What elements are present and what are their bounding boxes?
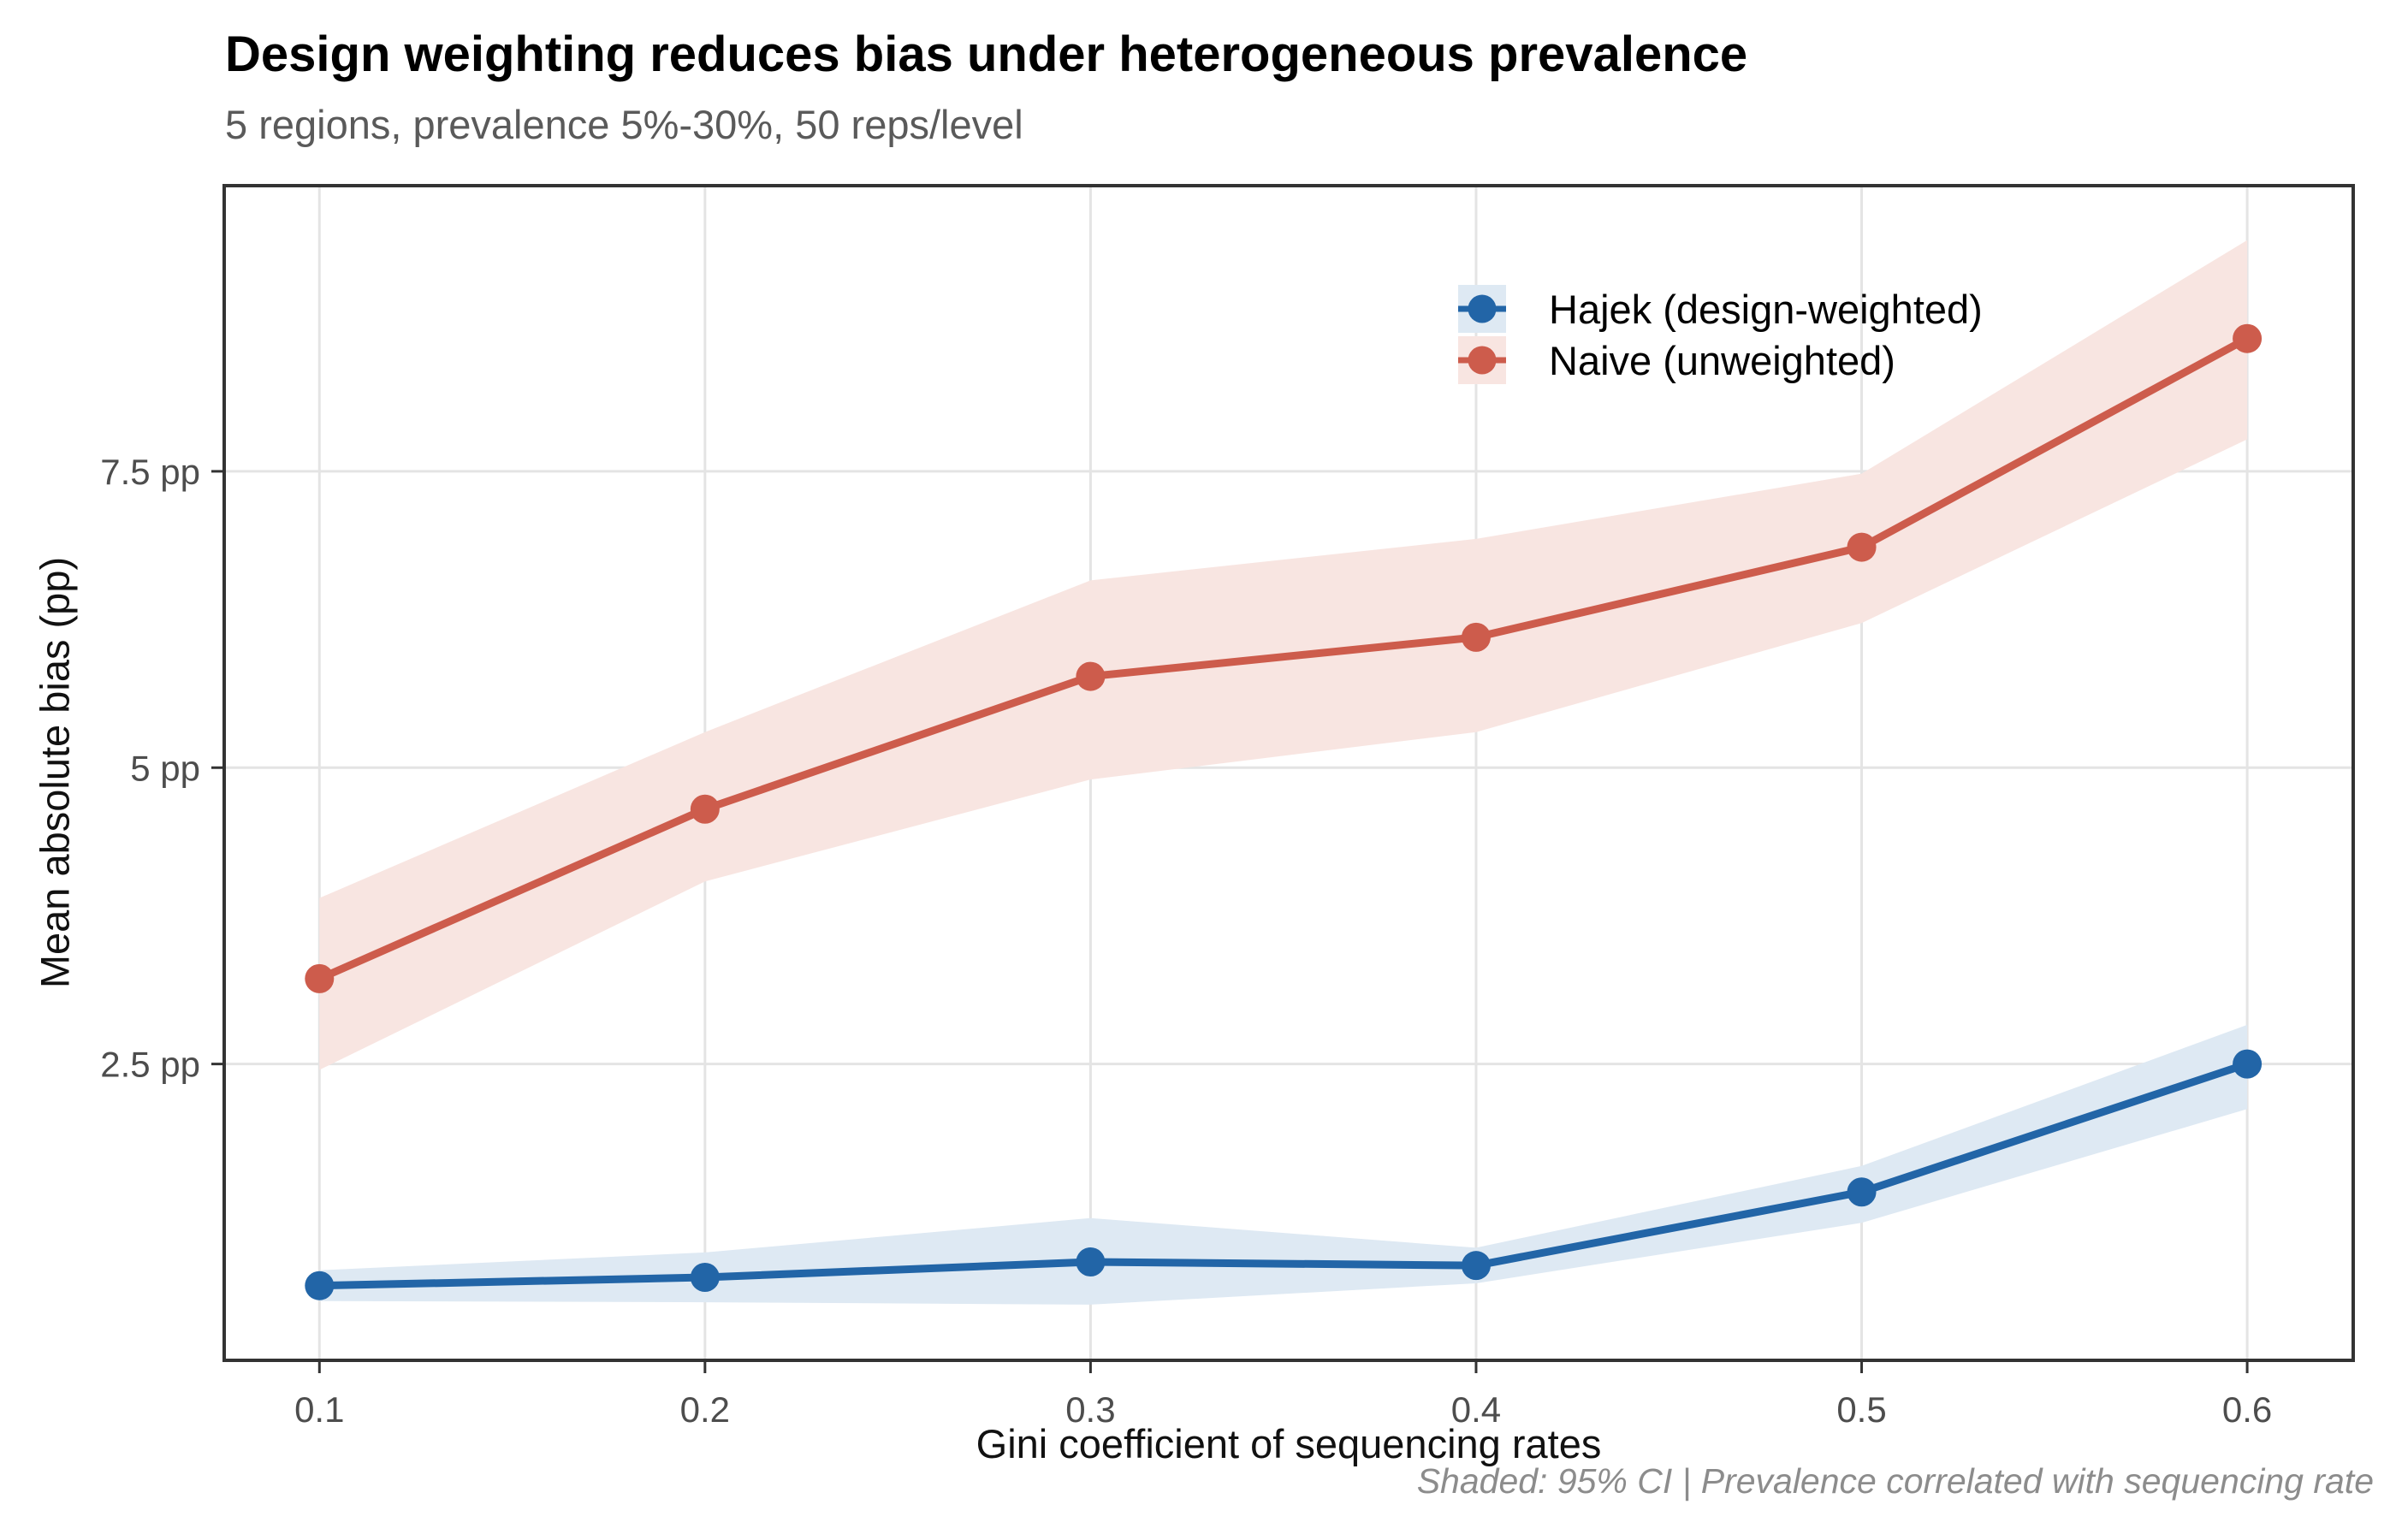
data-point bbox=[1847, 532, 1877, 562]
y-axis-title: Mean absolute bias (pp) bbox=[32, 556, 78, 989]
data-point bbox=[1076, 661, 1106, 691]
data-point bbox=[1461, 1251, 1491, 1281]
legend-dot-icon bbox=[1468, 346, 1497, 375]
data-point bbox=[1847, 1177, 1877, 1207]
page-subtitle: 5 regions, prevalence 5%-30%, 50 reps/le… bbox=[225, 102, 1023, 147]
data-point bbox=[2233, 323, 2263, 353]
data-point bbox=[305, 963, 335, 993]
data-point bbox=[690, 794, 720, 824]
series-line-0 bbox=[315, 1060, 2251, 1290]
y-tick-label: 5 pp bbox=[130, 748, 200, 788]
x-tick-label: 0.1 bbox=[294, 1389, 344, 1430]
x-tick-label: 0.4 bbox=[1451, 1389, 1501, 1430]
y-tick-label: 7.5 pp bbox=[100, 452, 200, 492]
legend-key-swatch bbox=[1458, 336, 1506, 384]
legend-dot-icon bbox=[1468, 294, 1497, 323]
x-tick-label: 0.6 bbox=[2222, 1389, 2272, 1430]
data-point bbox=[1076, 1247, 1106, 1277]
x-tick-label: 0.5 bbox=[1836, 1389, 1886, 1430]
legend-label: Hajek (design-weighted) bbox=[1549, 286, 1983, 332]
x-tick-label: 0.2 bbox=[680, 1389, 730, 1430]
page-title: Design weighting reduces bias under hete… bbox=[225, 27, 1748, 82]
y-tick-label: 2.5 pp bbox=[100, 1045, 200, 1085]
legend: Hajek (design-weighted) Naive (unweighted… bbox=[1458, 285, 1983, 384]
panel-border bbox=[222, 184, 2355, 1362]
data-point bbox=[690, 1263, 720, 1293]
chart-caption: Shaded: 95% CI | Prevalence correlated w… bbox=[1416, 1461, 2374, 1501]
data-point bbox=[1461, 622, 1491, 652]
x-tick-label: 0.3 bbox=[1065, 1389, 1115, 1430]
data-point bbox=[305, 1270, 335, 1300]
series-line-1 bbox=[315, 335, 2251, 983]
ci-ribbon-0 bbox=[319, 1024, 2248, 1305]
legend-label: Naive (unweighted) bbox=[1549, 337, 1895, 383]
x-axis-title: Gini coefficient of sequencing rates bbox=[976, 1421, 1602, 1466]
legend-key-swatch bbox=[1458, 285, 1506, 333]
legend-row-1: Naive (unweighted) bbox=[1458, 336, 1983, 384]
legend-row-0: Hajek (design-weighted) bbox=[1458, 285, 1983, 333]
data-point bbox=[2233, 1049, 2263, 1079]
